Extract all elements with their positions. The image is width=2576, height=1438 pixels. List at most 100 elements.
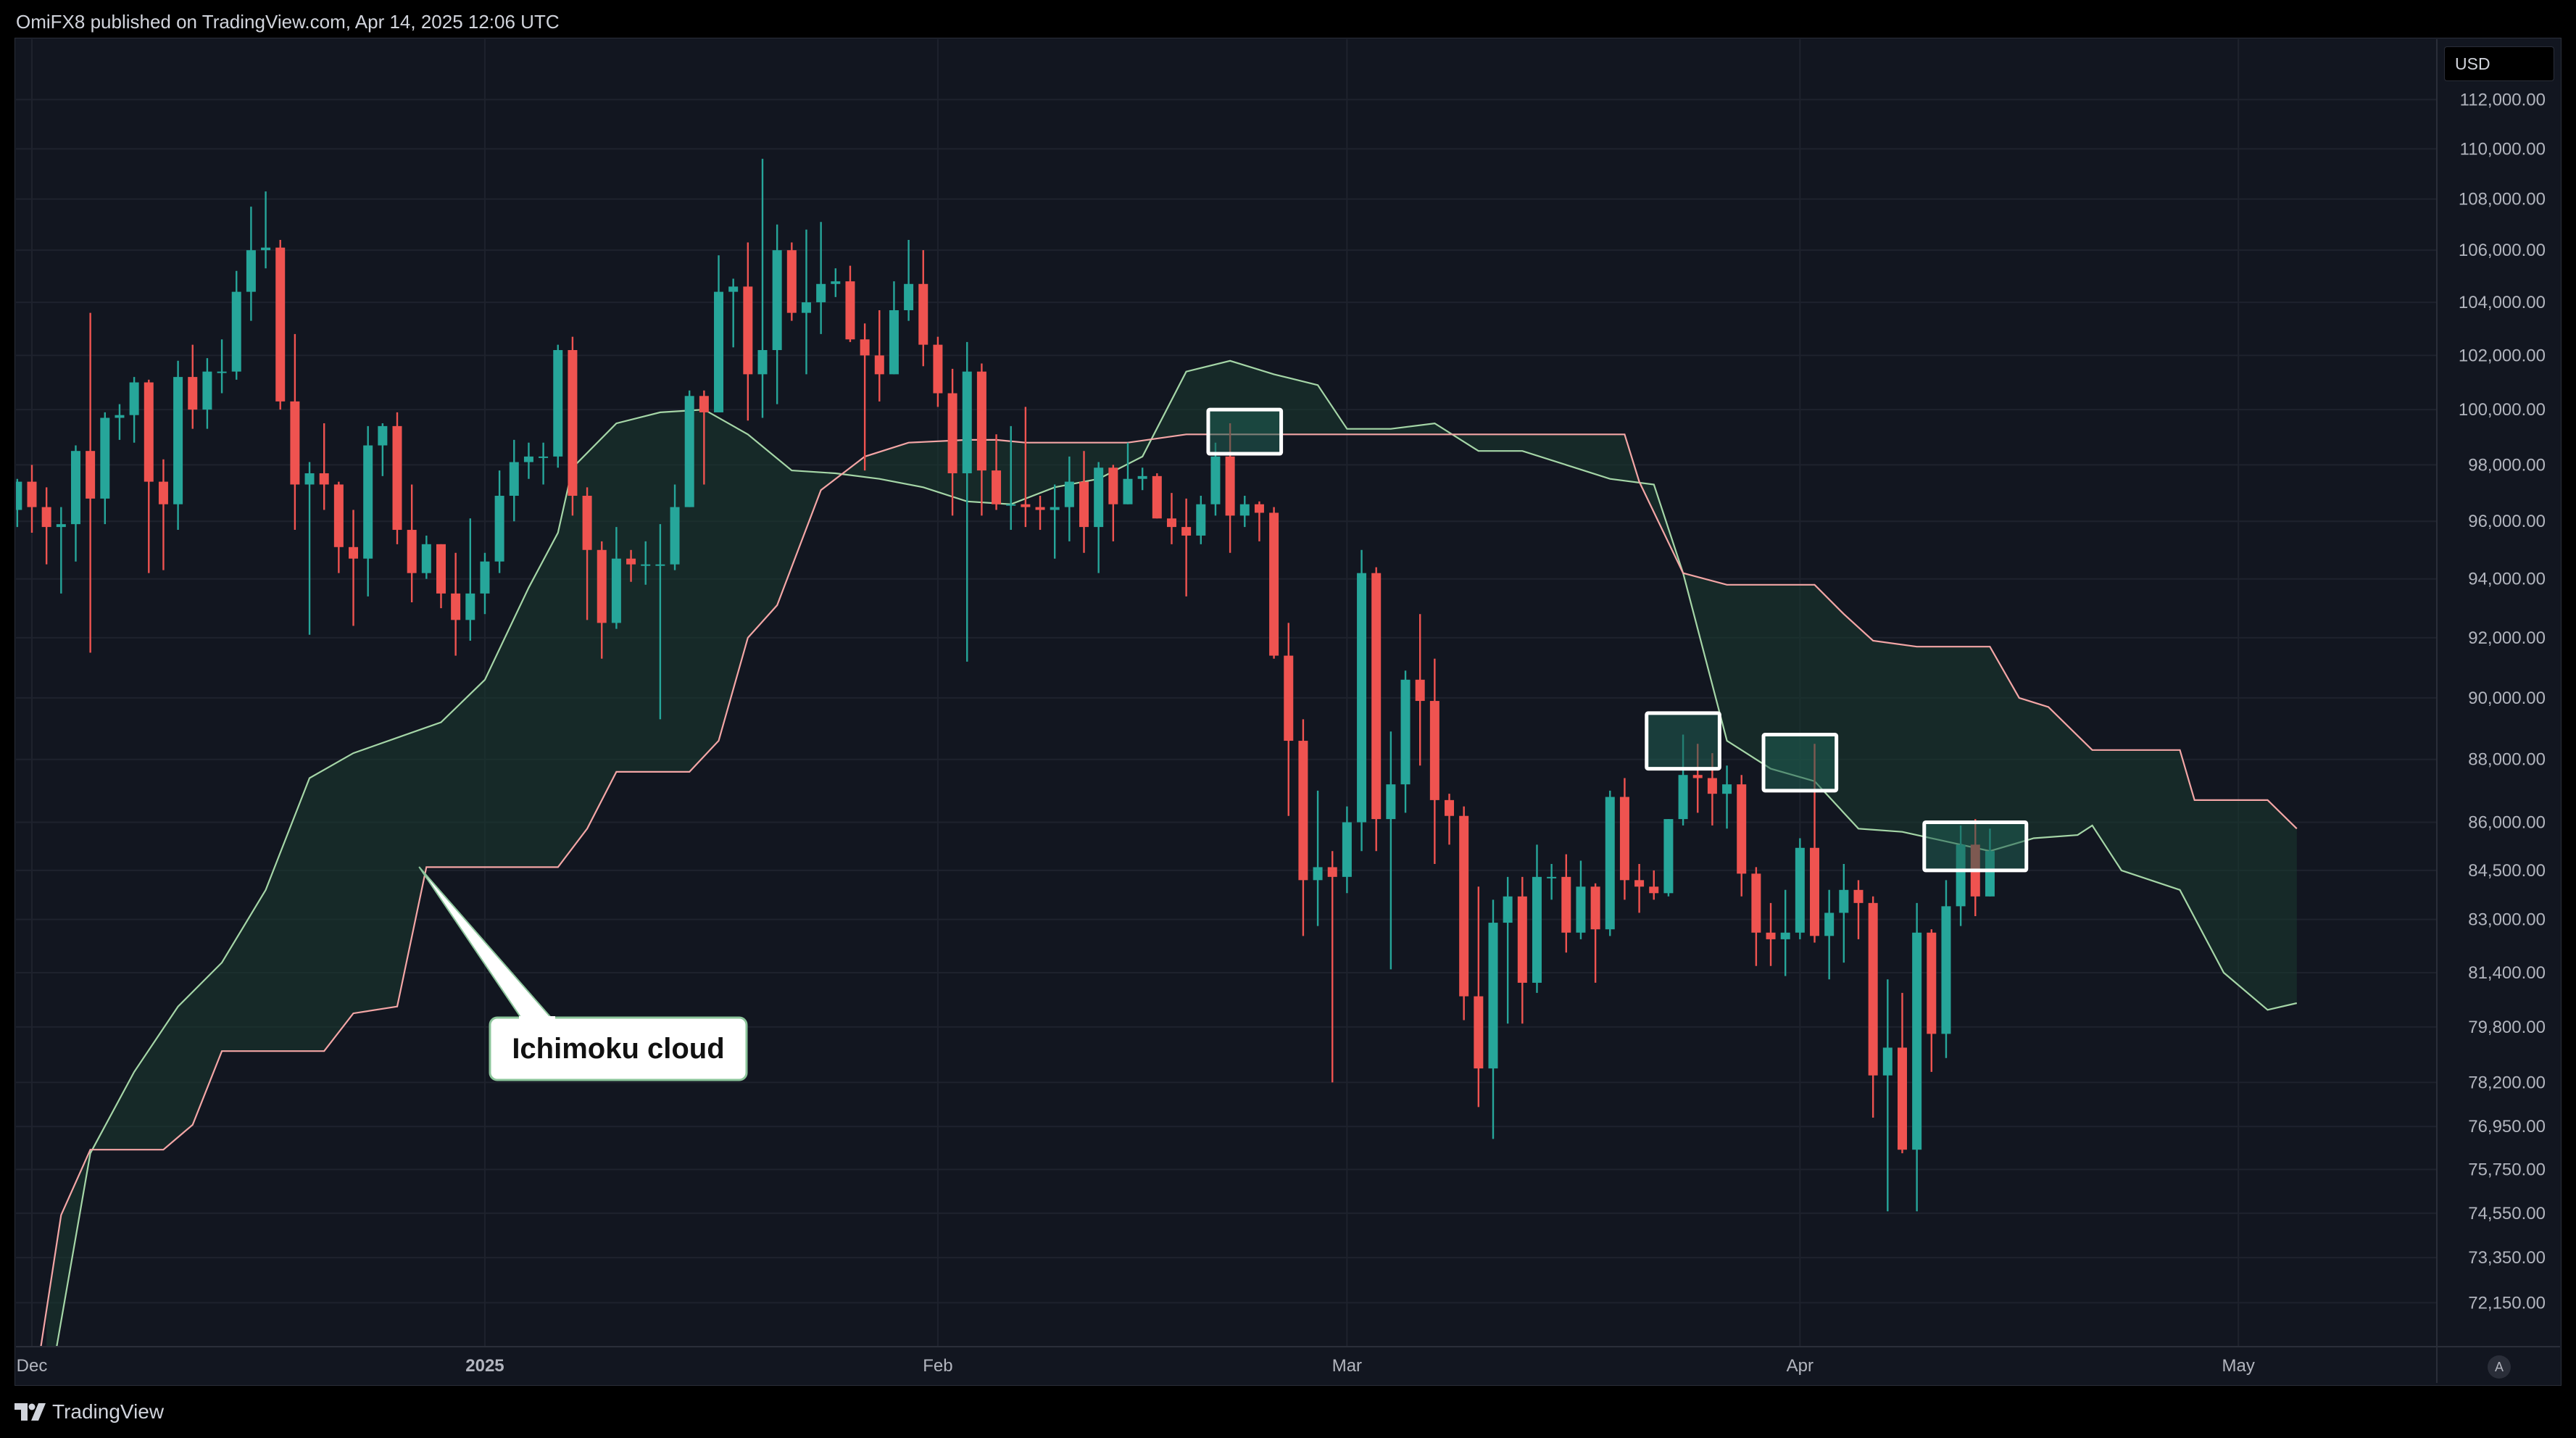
candle-body — [1532, 876, 1542, 983]
bull-candle — [202, 358, 212, 429]
candle-body — [363, 445, 373, 559]
currency-selector[interactable]: USD — [2444, 46, 2554, 81]
bull-candle — [962, 341, 972, 662]
bull-candle — [1532, 844, 1542, 993]
y-tick-label: 81,400.00 — [2468, 963, 2546, 983]
bear-candle — [1459, 806, 1469, 1021]
candle-body — [801, 302, 811, 313]
y-tick-label: 104,000.00 — [2459, 293, 2546, 312]
candle-body — [1269, 512, 1279, 656]
bear-candle — [1766, 902, 1776, 966]
bear-candle — [699, 390, 709, 485]
callout-joint — [519, 1016, 555, 1021]
bull-candle — [553, 344, 563, 468]
bear-candle — [568, 336, 578, 516]
bear-candle — [582, 487, 592, 620]
candle-body — [1561, 876, 1571, 933]
bear-candle — [188, 344, 198, 429]
footer-bar — [0, 1386, 2576, 1438]
candle-body — [1941, 906, 1951, 1034]
candle-body — [436, 544, 446, 594]
bull-candle — [1663, 819, 1674, 897]
bull-candle — [714, 255, 724, 412]
y-tick-label: 79,800.00 — [2468, 1018, 2546, 1037]
tradingview-logo[interactable]: TradingView — [14, 1400, 164, 1424]
bull-candle — [1094, 462, 1104, 573]
candle-body — [1649, 886, 1659, 894]
candle-body — [1766, 932, 1776, 939]
candle-body — [933, 344, 943, 394]
candle-body — [217, 371, 227, 373]
bear-candle — [144, 379, 154, 573]
y-tick-label: 72,150.00 — [2468, 1293, 2546, 1313]
candle-body — [611, 558, 621, 623]
candle-body — [1225, 456, 1235, 516]
highlight-box — [1206, 407, 1284, 456]
bull-candle — [655, 524, 665, 720]
bear-candle — [1927, 929, 1937, 1072]
bear-candle — [1619, 778, 1629, 900]
bear-candle — [743, 242, 753, 421]
candle-body — [523, 456, 533, 462]
bear-candle — [1327, 851, 1337, 1083]
candle-body — [494, 496, 504, 562]
candle-body — [1298, 741, 1308, 881]
candle-body — [1035, 507, 1045, 510]
bull-candle — [539, 442, 549, 485]
bull-candle — [173, 360, 183, 531]
y-tick-label: 106,000.00 — [2459, 241, 2546, 260]
bull-candle — [1941, 880, 1951, 1058]
candle-body — [480, 561, 490, 594]
bull-candle — [363, 425, 373, 597]
bull-candle — [129, 377, 139, 443]
y-tick-label: 98,000.00 — [2468, 455, 2546, 475]
y-tick-label: 76,950.00 — [2468, 1117, 2546, 1136]
candle-body — [1722, 784, 1732, 794]
bear-candle — [874, 309, 884, 402]
candle-body — [1254, 504, 1264, 513]
bull-candle — [494, 470, 504, 573]
candle-body — [1239, 504, 1250, 516]
candle-body — [1678, 775, 1688, 820]
candle-body — [1429, 701, 1439, 800]
bull-candle — [70, 445, 80, 562]
y-tick-label: 110,000.00 — [2460, 139, 2546, 159]
candle-body — [1050, 507, 1060, 510]
bear-candle — [1868, 896, 1878, 1118]
candle-body — [874, 355, 884, 375]
candle-body — [1021, 504, 1031, 507]
bear-candle — [1561, 854, 1571, 953]
candle-body — [597, 549, 607, 623]
candle-body — [1897, 1047, 1907, 1150]
bear-candle — [1371, 567, 1382, 852]
bear-candle — [1517, 876, 1527, 1024]
bear-candle — [451, 552, 461, 656]
bull-candle — [1196, 496, 1206, 544]
candle-body — [1868, 902, 1878, 1076]
bull-candle — [231, 270, 241, 380]
candle-body — [641, 564, 651, 566]
candle-body — [100, 417, 110, 499]
publish-info: OmiFX8 published on TradingView.com, Apr… — [16, 11, 560, 33]
bear-candle — [786, 242, 797, 321]
x-tick-label: 2025 — [465, 1356, 504, 1376]
auto-scale-button[interactable]: A — [2488, 1355, 2511, 1379]
candle-body — [1751, 873, 1761, 933]
bear-candle — [1853, 880, 1864, 939]
candle-body — [304, 473, 315, 485]
candle-body — [1137, 475, 1147, 479]
candle-body — [246, 250, 256, 292]
bear-candle — [1590, 883, 1600, 983]
bear-candle — [1254, 501, 1264, 541]
candle-body — [173, 377, 183, 504]
candle-body — [1400, 679, 1410, 785]
bear-candle — [1021, 407, 1031, 528]
candle-body — [714, 291, 724, 412]
candle-body — [290, 401, 300, 485]
candle-body — [1327, 867, 1337, 877]
bear-candle — [1152, 473, 1162, 519]
candle-body — [1824, 913, 1835, 936]
candle-body — [1663, 819, 1674, 894]
bull-candle — [670, 484, 680, 570]
